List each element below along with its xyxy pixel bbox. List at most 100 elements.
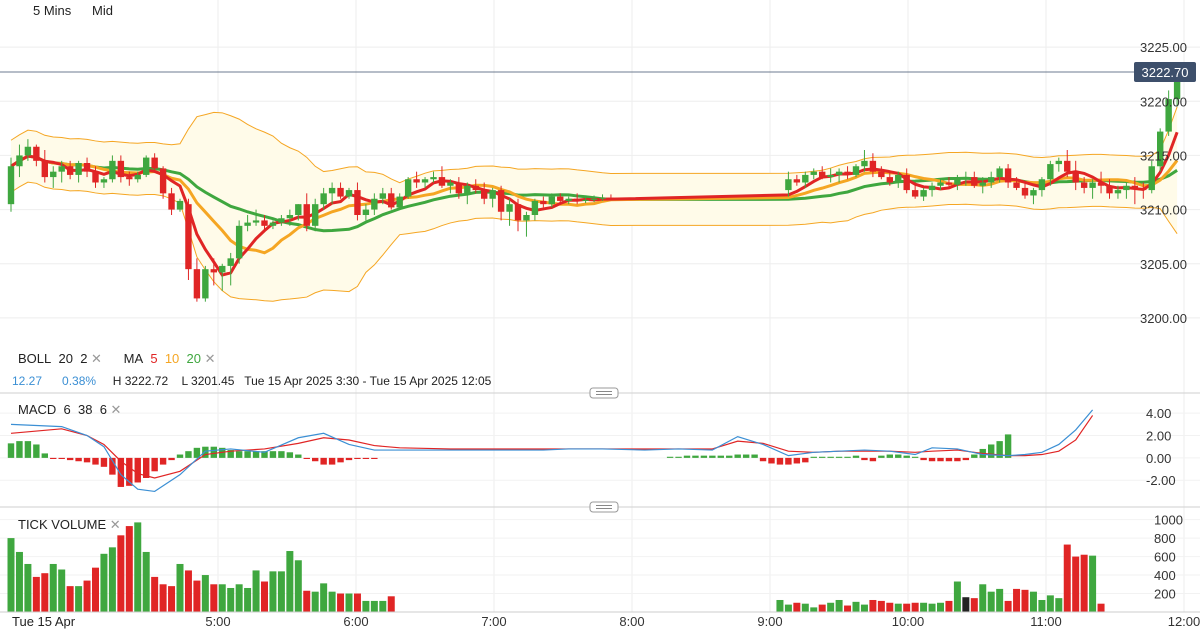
date-range: Tue 15 Apr 2025 3:30 - Tue 15 Apr 2025 1…	[244, 374, 492, 388]
macd-histogram-bar	[50, 457, 57, 459]
candle-body	[117, 160, 125, 178]
close-volume-icon[interactable]: ✕	[109, 517, 121, 532]
macd-histogram-bar	[861, 457, 868, 461]
candle-body	[827, 174, 834, 178]
candle-body	[464, 185, 471, 194]
volume-bar	[1063, 544, 1071, 612]
macd-histogram-bar	[261, 451, 268, 458]
candle-body	[50, 171, 57, 178]
date-label-text: Tue 15 Apr	[12, 614, 76, 629]
macd-histogram-bar	[320, 457, 327, 465]
macd-histogram-bar	[920, 457, 927, 461]
volume-bar	[7, 538, 15, 612]
volume-bar	[928, 603, 936, 612]
candle-body	[379, 193, 386, 199]
price-type-selector[interactable]: Mid	[92, 3, 113, 18]
candle-body	[590, 198, 598, 200]
volume-bar	[41, 573, 49, 612]
volume-bar	[379, 600, 387, 612]
close-macd-icon[interactable]: ✕	[110, 402, 122, 417]
ma-label[interactable]: MA	[123, 351, 144, 366]
macd-histogram-bar	[700, 455, 708, 458]
candle-body	[785, 179, 792, 191]
macd-histogram-bar	[159, 457, 167, 465]
low-value: L 3201.45	[181, 374, 235, 388]
close-ma-icon[interactable]: ✕	[204, 351, 216, 366]
macd-histogram-bar	[666, 456, 674, 458]
candle-body	[489, 190, 496, 199]
volume-bar	[953, 581, 961, 612]
volume-bar	[1046, 595, 1054, 612]
candle-body	[945, 182, 953, 185]
volume-bar	[996, 588, 1004, 612]
candle-body	[506, 204, 513, 212]
macd-histogram-bar	[371, 457, 378, 459]
candle-body	[41, 160, 48, 178]
macd-tick-label: 2.00	[1146, 429, 1171, 444]
candle-body	[219, 265, 226, 273]
candle-body	[582, 199, 589, 201]
macd-histogram-bar	[937, 457, 944, 462]
volume-bar	[1072, 556, 1080, 612]
candle-body	[185, 204, 192, 270]
macd-histogram-bar	[768, 457, 775, 464]
macd-tick-label: 0.00	[1146, 451, 1171, 466]
macd-histogram-bar	[303, 457, 310, 459]
macd-histogram-bar	[126, 457, 133, 486]
price-tick-label: 3220.00	[1140, 94, 1187, 109]
macd-histogram-bar	[835, 456, 843, 458]
volume-bar	[877, 600, 885, 612]
volume-bar	[244, 587, 252, 612]
stats-bar: 12.27 0.38% H 3222.72 L 3201.45 Tue 15 A…	[12, 374, 491, 388]
timeframe-label: 5 Mins	[33, 3, 72, 18]
macd-histogram-bar	[802, 457, 809, 463]
volume-bar	[15, 551, 23, 612]
volume-bar	[159, 584, 167, 612]
macd-histogram-bar	[92, 457, 99, 465]
macd-fast: 6	[63, 402, 71, 417]
macd-histogram-bar	[83, 457, 91, 463]
macd-histogram-bar	[143, 457, 150, 478]
volume-bar	[810, 607, 818, 612]
volume-legend: TICK VOLUME ✕	[18, 517, 121, 533]
candle-body	[109, 160, 116, 180]
volume-bar	[227, 587, 235, 612]
volume-bar	[58, 569, 66, 612]
volume-bar	[1055, 598, 1063, 612]
candle-body	[810, 171, 817, 175]
candle-body	[7, 166, 15, 205]
candle-body	[861, 160, 868, 167]
candle-body	[1140, 187, 1147, 191]
candle-body	[388, 193, 395, 208]
boll-label[interactable]: BOLL	[18, 351, 52, 366]
candle-body	[878, 171, 885, 178]
candle-body	[1097, 182, 1105, 186]
macd-histogram-bar	[988, 444, 995, 458]
candle-body	[134, 174, 141, 180]
macd-histogram-bar	[312, 457, 319, 462]
volume-bar	[945, 600, 953, 612]
volume-bar	[176, 563, 184, 612]
macd-histogram-bar	[244, 451, 251, 458]
macd-label[interactable]: MACD	[18, 402, 57, 417]
candle-body	[819, 171, 826, 178]
candle-body	[903, 174, 910, 191]
candle-body	[1055, 160, 1062, 165]
volume-bar	[252, 570, 260, 612]
close-boll-icon[interactable]: ✕	[91, 351, 102, 366]
timeframe-selector[interactable]: 5 Mins	[33, 3, 71, 18]
candle-body	[455, 182, 463, 194]
macd-histogram-bar	[16, 441, 23, 458]
candle-body	[565, 198, 572, 201]
candle-body	[404, 179, 412, 197]
volume-bar	[370, 600, 378, 612]
tick-volume-label[interactable]: TICK VOLUME	[18, 517, 107, 532]
volume-bar	[827, 602, 835, 612]
candle-body	[1089, 182, 1096, 188]
candle-body	[844, 171, 851, 175]
panel-separators	[0, 387, 1200, 513]
volume-bar	[303, 590, 311, 612]
macd-panel	[7, 409, 1094, 493]
volume-bar	[793, 602, 801, 612]
